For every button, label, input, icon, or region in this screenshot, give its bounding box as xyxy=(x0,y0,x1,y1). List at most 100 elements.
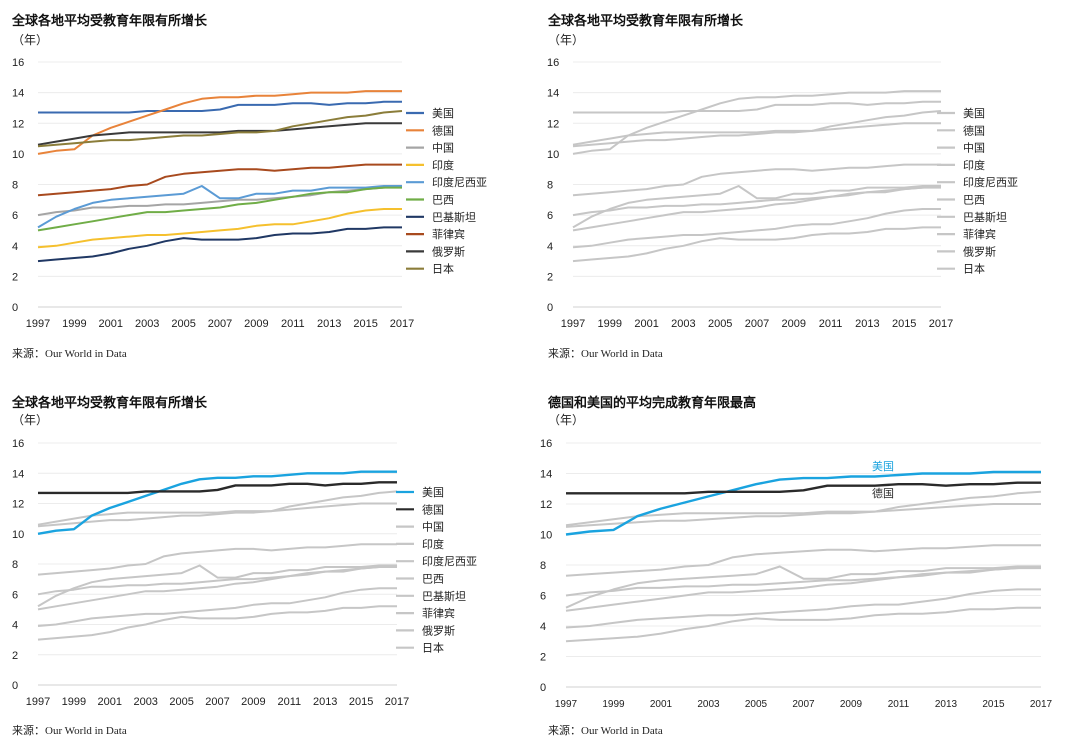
annotation-德国: 德国 xyxy=(872,486,894,500)
series-line-美国 xyxy=(565,470,1041,536)
series-line-巴基斯坦 xyxy=(572,226,941,263)
chart-title: 全球各地平均受教育年限有所增长 xyxy=(12,14,208,29)
x-tick-label: 2001 xyxy=(634,318,658,330)
series-line-俄罗斯 xyxy=(565,503,1041,527)
x-tick-label: 1999 xyxy=(598,318,622,330)
x-tick-label: 2003 xyxy=(133,696,157,708)
legend-label-印度: 印度 xyxy=(963,158,985,172)
x-tick-label: 2015 xyxy=(349,696,373,708)
series-line-日本 xyxy=(37,110,403,148)
y-tick-label: 6 xyxy=(547,210,553,222)
line-chart: 0 2 4 6 8 10 12 14 16 1997 1999 2001 2003 2005 2007 200… xyxy=(540,438,1053,710)
legend-label-巴基斯坦: 巴基斯坦 xyxy=(422,589,466,603)
legend-label-日本: 日本 xyxy=(432,262,454,276)
series-line-美国 xyxy=(37,470,397,535)
x-tick-label: 2009 xyxy=(244,318,268,330)
series-line-巴基斯坦 xyxy=(37,605,397,641)
series-line-巴西 xyxy=(565,567,1041,612)
legend-label-巴基斯坦: 巴基斯坦 xyxy=(432,210,476,224)
y-tick-label: 0 xyxy=(12,680,18,692)
x-tick-label: 2011 xyxy=(888,699,910,710)
x-tick-label: 2003 xyxy=(135,318,159,330)
y-axis-unit: （年） xyxy=(548,413,585,427)
y-tick-label: 12 xyxy=(540,499,552,511)
y-tick-label: 0 xyxy=(540,682,546,694)
series-line-菲律宾 xyxy=(37,163,402,197)
series-line-印度 xyxy=(37,208,402,249)
x-tick-label: 1997 xyxy=(555,699,578,710)
x-tick-label: 2013 xyxy=(935,699,958,710)
x-tick-label: 2007 xyxy=(205,696,229,708)
legend-label-德国: 德国 xyxy=(963,123,985,137)
chart-panel-3: 全球各地平均受教育年限有所增长 （年） 0 2 4 6 8 10 12 14 16 1997 199… xyxy=(0,374,539,747)
line-chart: 0 2 4 6 8 10 12 14 16 1997 1999 2001 2003 2005 2007 200… xyxy=(547,57,1018,330)
legend-label-美国: 美国 xyxy=(432,107,454,120)
legend-label-中国: 中国 xyxy=(422,521,444,534)
y-tick-label: 2 xyxy=(547,271,553,283)
legend-label-美国: 美国 xyxy=(963,107,985,120)
y-tick-label: 0 xyxy=(547,302,553,314)
series-line-日本 xyxy=(565,490,1042,528)
series-line-德国 xyxy=(566,481,1041,495)
x-tick-label: 2009 xyxy=(782,318,806,330)
series-line-印度尼西亚 xyxy=(37,564,397,608)
series-line-美国 xyxy=(573,100,941,114)
series-line-中国 xyxy=(37,564,398,596)
y-tick-label: 8 xyxy=(12,180,18,192)
series-line-印度尼西亚 xyxy=(37,185,402,229)
series-line-德国 xyxy=(38,481,397,495)
x-tick-label: 2001 xyxy=(650,699,673,710)
source-note: 来源：Our World in Data xyxy=(12,725,127,737)
series-line-菲律宾 xyxy=(565,544,1041,577)
y-axis-unit: （年） xyxy=(12,413,49,427)
legend-label-巴西: 巴西 xyxy=(963,195,985,207)
y-tick-label: 16 xyxy=(540,438,552,450)
y-tick-label: 0 xyxy=(12,302,18,314)
y-tick-label: 8 xyxy=(547,180,553,192)
x-tick-label: 2015 xyxy=(353,318,377,330)
series-line-巴西 xyxy=(37,186,402,232)
y-tick-label: 6 xyxy=(540,591,546,603)
x-tick-label: 2017 xyxy=(385,696,409,708)
series-line-日本 xyxy=(37,490,398,528)
series-line-日本 xyxy=(572,110,942,148)
source-note: 来源：Our World in Data xyxy=(12,348,127,360)
legend-label-美国: 美国 xyxy=(422,486,444,499)
legend-label-俄罗斯: 俄罗斯 xyxy=(963,245,996,258)
series-line-德国 xyxy=(37,90,402,155)
x-tick-label: 2011 xyxy=(819,318,843,330)
y-tick-label: 14 xyxy=(540,469,552,481)
chart-title: 全球各地平均受教育年限有所增长 xyxy=(12,396,208,411)
chart-panel-1: 全球各地平均受教育年限有所增长 （年） 0 2 4 6 8 10 12 14 16 1997 199… xyxy=(0,0,539,373)
x-tick-label: 2013 xyxy=(317,318,341,330)
legend-label-菲律宾: 菲律宾 xyxy=(432,227,465,241)
chart-panel-2: 全球各地平均受教育年限有所增长 （年） 0 2 4 6 8 10 12 14 16 1997 199… xyxy=(539,0,1078,373)
y-tick-label: 4 xyxy=(540,621,546,633)
series-line-中国 xyxy=(37,185,403,217)
y-tick-label: 14 xyxy=(12,468,24,480)
x-tick-label: 2009 xyxy=(241,696,265,708)
x-tick-label: 2003 xyxy=(697,699,720,710)
y-axis-unit: （年） xyxy=(548,33,585,47)
series-line-俄罗斯 xyxy=(37,122,402,146)
series-line-俄罗斯 xyxy=(572,122,941,146)
legend-label-中国: 中国 xyxy=(432,142,454,155)
legend-label-中国: 中国 xyxy=(963,142,985,155)
y-tick-label: 12 xyxy=(12,118,24,130)
x-tick-label: 1999 xyxy=(62,318,86,330)
y-tick-label: 6 xyxy=(12,210,18,222)
series-line-印度 xyxy=(565,588,1041,629)
x-tick-label: 2007 xyxy=(208,318,232,330)
y-tick-label: 4 xyxy=(12,241,18,253)
series-line-印度尼西亚 xyxy=(572,185,941,229)
annotation-美国: 美国 xyxy=(872,460,894,473)
series-line-中国 xyxy=(565,565,1042,597)
legend-label-德国: 德国 xyxy=(422,502,444,516)
legend-label-印度: 印度 xyxy=(432,158,454,172)
y-tick-label: 10 xyxy=(12,529,24,541)
y-tick-label: 10 xyxy=(547,149,559,161)
x-tick-label: 2017 xyxy=(390,318,414,330)
legend-label-日本: 日本 xyxy=(422,641,444,655)
series-line-印度尼西亚 xyxy=(565,565,1041,609)
y-tick-label: 12 xyxy=(12,499,24,511)
